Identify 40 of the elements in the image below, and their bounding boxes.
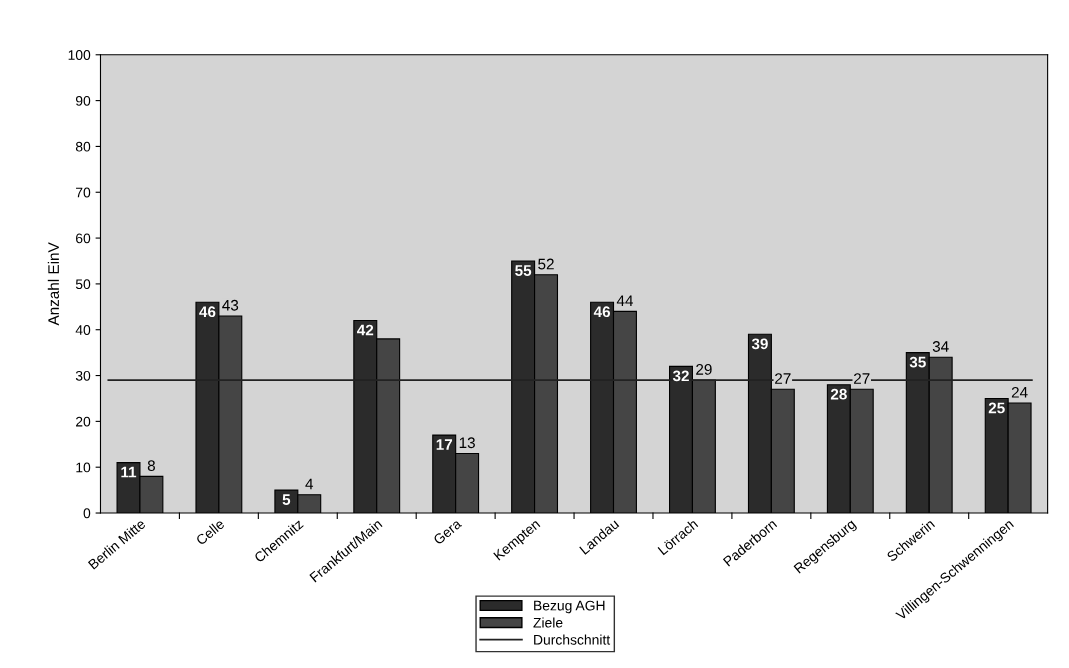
data-label: 13: [459, 437, 475, 449]
data-label: 24: [1011, 386, 1028, 398]
y-tick-label: 70: [76, 187, 91, 198]
y-tick-label: 90: [75, 95, 91, 106]
data-label: 5: [282, 494, 291, 505]
data-label: 27: [775, 373, 791, 384]
legend-label: Ziele: [533, 617, 563, 628]
legend-label: Bezug AGH: [534, 600, 605, 614]
data-label: 43: [222, 299, 239, 311]
y-tick-label: 10: [76, 462, 91, 473]
data-label: 27: [854, 373, 870, 384]
y-tick-label: 0: [83, 508, 91, 519]
data-label: 46: [199, 306, 216, 318]
data-label: 32: [672, 370, 689, 382]
x-tick-label: Gera: [432, 518, 463, 546]
data-label: 52: [538, 258, 554, 270]
data-label: 29: [696, 364, 712, 375]
y-tick-label: 30: [75, 370, 91, 381]
data-label: 46: [593, 306, 611, 318]
data-label: 39: [751, 338, 768, 350]
data-label: 17: [436, 439, 453, 450]
legend-label: Durchschnitt: [534, 634, 611, 645]
y-tick-label: 50: [75, 279, 91, 290]
data-label: 25: [988, 402, 1005, 414]
y-tick-label: 100: [68, 50, 91, 60]
data-label: 34: [932, 341, 949, 352]
data-label: 4: [305, 478, 314, 490]
x-tick-label: Celle: [195, 518, 225, 546]
data-label: 11: [121, 466, 137, 478]
y-tick-label: 20: [76, 416, 91, 427]
y-tick-label: 60: [76, 233, 91, 244]
data-label: 44: [616, 295, 634, 306]
data-label: 28: [830, 388, 847, 400]
data-label: 55: [515, 265, 532, 276]
data-label: 8: [147, 460, 155, 472]
data-label: 42: [357, 324, 374, 336]
y-tick-label: 80: [75, 141, 91, 152]
data-label: 35: [909, 356, 926, 368]
y-axis-title: Anzahl EinV: [47, 242, 60, 326]
y-tick-label: 40: [75, 325, 91, 335]
